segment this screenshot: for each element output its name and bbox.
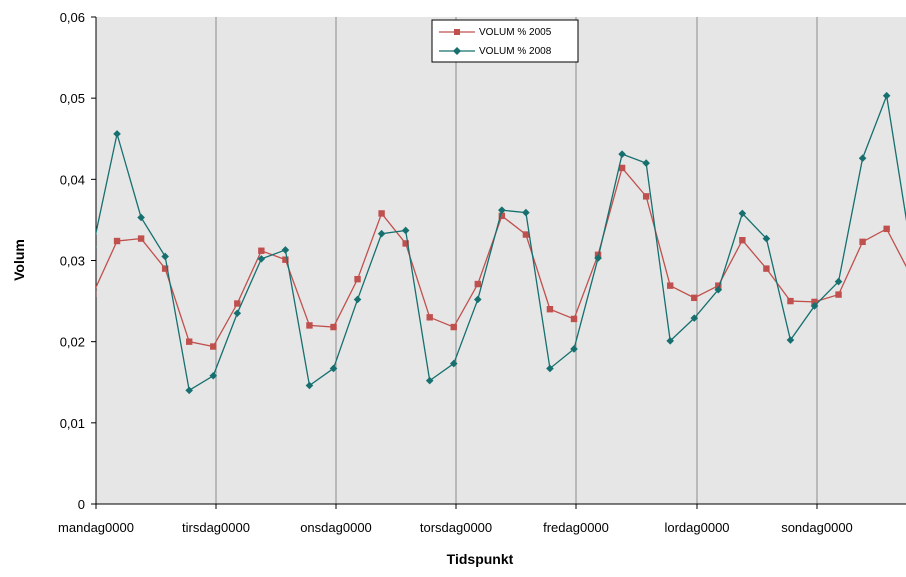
series-layer	[96, 91, 906, 395]
y-tick-label: 0,04	[60, 172, 85, 187]
data-point	[666, 337, 674, 345]
data-point	[234, 300, 241, 307]
data-point	[762, 234, 771, 243]
data-point	[811, 298, 818, 306]
legend-label-2005: VOLUM % 2005	[479, 27, 552, 38]
data-point	[739, 237, 746, 244]
legend-marker-2005	[454, 29, 460, 35]
data-point	[858, 154, 867, 163]
data-point	[426, 314, 433, 321]
x-tick-label: fredag0000	[543, 520, 609, 535]
legend-label-2008: VOLUM % 2008	[479, 46, 552, 57]
data-point	[618, 164, 626, 172]
x-axis-title: Tidspunkt	[447, 551, 514, 567]
data-point	[96, 290, 97, 297]
data-point	[281, 246, 290, 254]
data-point	[786, 336, 795, 344]
y-tick-label: 0,01	[60, 416, 85, 431]
legend-box	[431, 19, 579, 63]
data-point	[546, 364, 554, 373]
data-point	[305, 381, 314, 390]
data-point	[522, 231, 530, 238]
data-point	[113, 237, 121, 245]
y-tick-label: 0,06	[60, 10, 85, 25]
data-point	[258, 247, 265, 254]
data-point	[401, 226, 410, 235]
series-2008	[96, 91, 906, 395]
data-point	[546, 306, 554, 313]
y-tick-label: 0,05	[60, 91, 85, 106]
data-point	[233, 309, 242, 318]
data-point	[329, 364, 338, 373]
data-point	[570, 315, 578, 323]
y-tick-labels: 0 0,01 0,02 0,03 0,04 0,05 0,06	[60, 10, 96, 512]
y-axis-title: Volum	[11, 239, 27, 281]
data-point	[738, 209, 747, 218]
data-point	[882, 91, 891, 100]
data-point	[210, 343, 217, 350]
data-point	[618, 150, 626, 158]
data-point	[667, 282, 674, 289]
data-point	[835, 291, 842, 298]
data-point	[209, 371, 218, 380]
data-point	[161, 252, 169, 261]
x-tick-labels: mandag0000 tirsdag0000 onsdag0000 torsdag00…	[58, 504, 853, 535]
data-point	[257, 255, 266, 263]
data-point	[883, 225, 890, 233]
x-tick-label: torsdag0000	[420, 520, 492, 535]
y-tick-label: 0,03	[60, 254, 85, 269]
data-point	[714, 285, 723, 294]
data-point	[449, 359, 458, 368]
legend: VOLUM % 2005 VOLUM % 2008	[431, 19, 579, 63]
data-point	[402, 240, 409, 247]
data-point	[113, 130, 121, 138]
data-point	[330, 323, 337, 331]
data-point	[282, 256, 289, 263]
x-tick-label: lordag0000	[664, 520, 729, 535]
data-point	[378, 210, 385, 217]
x-tick-label: sondag0000	[781, 520, 853, 535]
data-point	[137, 235, 145, 242]
data-point	[570, 345, 578, 353]
data-point	[425, 376, 434, 385]
data-point	[185, 386, 193, 395]
legend-marker-2008	[453, 47, 461, 55]
data-point	[810, 302, 819, 310]
data-point	[787, 297, 794, 305]
vertical-gridlines	[215, 17, 818, 504]
y-tick-label: 0	[78, 497, 85, 512]
data-point	[691, 294, 698, 302]
data-point	[474, 295, 482, 304]
data-point	[377, 229, 386, 238]
data-point	[353, 295, 362, 304]
data-point	[763, 265, 770, 272]
data-point	[690, 314, 699, 322]
data-point	[642, 159, 650, 167]
data-point	[306, 322, 313, 329]
data-point	[474, 280, 481, 288]
data-point	[522, 208, 530, 217]
data-point	[161, 265, 169, 272]
data-point	[137, 213, 145, 222]
data-point	[498, 206, 506, 214]
data-point	[594, 254, 602, 262]
data-point	[498, 212, 506, 220]
data-point	[354, 275, 361, 283]
data-point	[96, 245, 97, 248]
data-point	[450, 323, 457, 331]
data-point	[715, 282, 722, 289]
data-point	[834, 277, 843, 286]
x-tick-label: mandag0000	[58, 520, 134, 535]
plot-area	[96, 17, 906, 504]
data-point	[859, 238, 866, 246]
x-tick-label: onsdag0000	[300, 520, 372, 535]
x-tick-label: tirsdag0000	[182, 520, 250, 535]
data-point	[186, 338, 193, 345]
data-point	[642, 193, 650, 200]
y-tick-label: 0,02	[60, 335, 85, 350]
